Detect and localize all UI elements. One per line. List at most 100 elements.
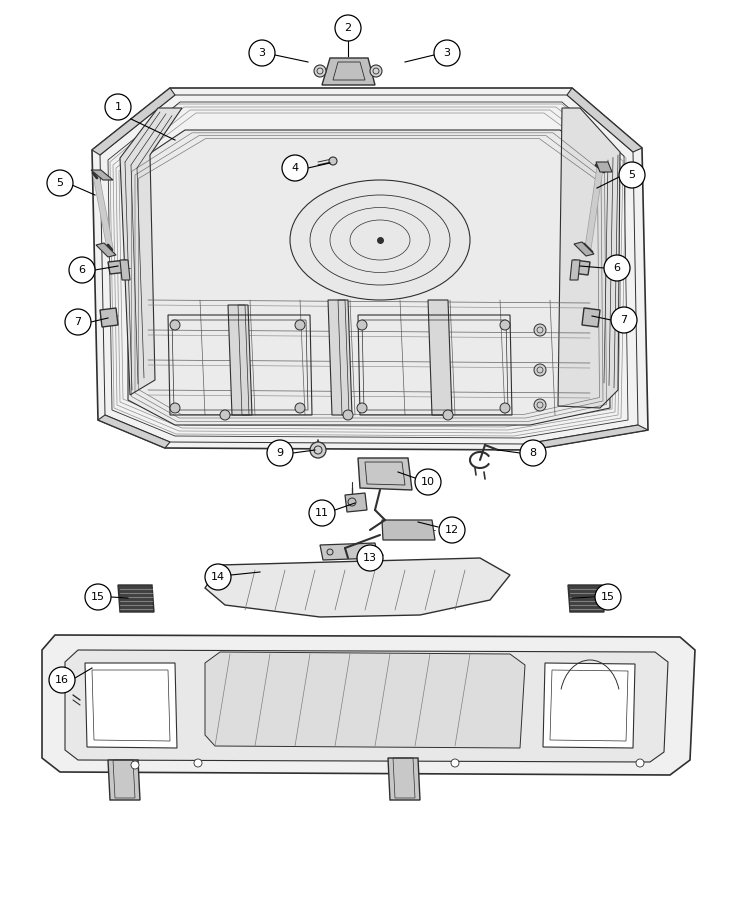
Circle shape — [249, 40, 275, 66]
Polygon shape — [567, 88, 642, 152]
Text: 3: 3 — [444, 48, 451, 58]
Circle shape — [534, 324, 546, 336]
Polygon shape — [92, 88, 175, 155]
Text: 7: 7 — [620, 315, 628, 325]
Polygon shape — [98, 415, 170, 448]
Circle shape — [309, 500, 335, 526]
Text: 7: 7 — [74, 317, 82, 327]
Circle shape — [434, 40, 460, 66]
Polygon shape — [118, 585, 154, 612]
Text: 9: 9 — [276, 448, 284, 458]
Circle shape — [619, 162, 645, 188]
Text: 3: 3 — [259, 48, 265, 58]
Polygon shape — [100, 308, 118, 327]
Circle shape — [534, 399, 546, 411]
Circle shape — [534, 364, 546, 376]
Circle shape — [85, 584, 111, 610]
Polygon shape — [108, 260, 128, 274]
Circle shape — [220, 410, 230, 420]
Circle shape — [343, 410, 353, 420]
Text: 11: 11 — [315, 508, 329, 518]
Circle shape — [520, 440, 546, 466]
Circle shape — [357, 545, 383, 571]
Circle shape — [267, 440, 293, 466]
Text: 5: 5 — [56, 178, 64, 188]
Circle shape — [314, 65, 326, 77]
Polygon shape — [358, 458, 412, 490]
Circle shape — [357, 320, 367, 330]
Circle shape — [595, 584, 621, 610]
Circle shape — [295, 320, 305, 330]
Text: 1: 1 — [115, 102, 122, 112]
Text: 13: 13 — [363, 553, 377, 563]
Polygon shape — [525, 425, 648, 450]
Circle shape — [335, 15, 361, 41]
Polygon shape — [91, 170, 113, 180]
Circle shape — [282, 155, 308, 181]
Text: 8: 8 — [529, 448, 536, 458]
Polygon shape — [596, 162, 612, 172]
Circle shape — [170, 320, 180, 330]
Circle shape — [500, 320, 510, 330]
Text: 4: 4 — [291, 163, 299, 173]
Text: 15: 15 — [91, 592, 105, 602]
Text: 2: 2 — [345, 23, 351, 33]
Circle shape — [500, 403, 510, 413]
Circle shape — [105, 94, 131, 120]
Polygon shape — [543, 663, 635, 748]
Circle shape — [451, 759, 459, 767]
Circle shape — [65, 309, 91, 335]
Polygon shape — [345, 493, 367, 512]
Circle shape — [69, 257, 95, 283]
Polygon shape — [382, 520, 435, 540]
Polygon shape — [582, 308, 600, 327]
Circle shape — [310, 442, 326, 458]
Circle shape — [604, 255, 630, 281]
Polygon shape — [570, 260, 580, 280]
Text: 6: 6 — [79, 265, 85, 275]
Circle shape — [611, 307, 637, 333]
Polygon shape — [120, 260, 130, 280]
Text: 12: 12 — [445, 525, 459, 535]
Polygon shape — [92, 88, 648, 450]
Polygon shape — [572, 260, 590, 275]
Circle shape — [370, 65, 382, 77]
Polygon shape — [574, 242, 594, 256]
Polygon shape — [228, 305, 252, 415]
Polygon shape — [85, 663, 177, 748]
Circle shape — [357, 403, 367, 413]
Polygon shape — [320, 543, 378, 560]
Circle shape — [194, 759, 202, 767]
Polygon shape — [65, 650, 668, 762]
Circle shape — [443, 410, 453, 420]
Polygon shape — [205, 558, 510, 617]
Polygon shape — [205, 652, 525, 748]
Text: 6: 6 — [614, 263, 620, 273]
Polygon shape — [42, 635, 695, 775]
Circle shape — [170, 403, 180, 413]
Polygon shape — [108, 760, 140, 800]
Text: 15: 15 — [601, 592, 615, 602]
Polygon shape — [322, 58, 375, 85]
Circle shape — [636, 759, 644, 767]
Text: 10: 10 — [421, 477, 435, 487]
Text: 14: 14 — [211, 572, 225, 582]
Circle shape — [329, 157, 337, 165]
Circle shape — [295, 403, 305, 413]
Circle shape — [205, 564, 231, 590]
Polygon shape — [120, 108, 182, 395]
Circle shape — [439, 517, 465, 543]
Polygon shape — [428, 300, 452, 415]
Circle shape — [49, 667, 75, 693]
Polygon shape — [558, 108, 620, 408]
Circle shape — [415, 469, 441, 495]
Text: 16: 16 — [55, 675, 69, 685]
Text: 5: 5 — [628, 170, 636, 180]
Polygon shape — [128, 130, 610, 425]
Polygon shape — [96, 243, 116, 257]
Circle shape — [131, 761, 139, 769]
Polygon shape — [388, 758, 420, 800]
Circle shape — [47, 170, 73, 196]
Polygon shape — [328, 300, 352, 415]
Polygon shape — [568, 585, 604, 612]
